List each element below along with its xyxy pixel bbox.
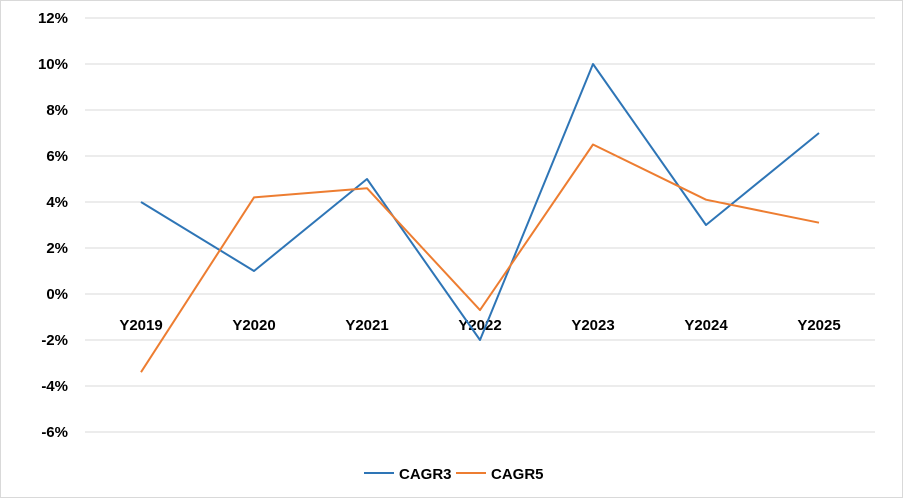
x-tick-label: Y2024: [684, 317, 728, 334]
y-tick-label: -6%: [41, 424, 68, 441]
legend-label-cagr5: CAGR5: [491, 466, 544, 483]
x-tick-label: Y2021: [345, 317, 388, 334]
x-tick-label: Y2020: [232, 317, 275, 334]
y-tick-label: 2%: [46, 240, 68, 257]
y-tick-label: 6%: [46, 148, 68, 165]
x-tick-label: Y2019: [119, 317, 162, 334]
y-tick-label: -2%: [41, 332, 68, 349]
y-axis-tick-labels: -6% -4% -2% 0% 2% 4% 6% 8% 10% 12%: [38, 10, 68, 441]
y-tick-label: 0%: [46, 286, 68, 303]
gridlines: [85, 18, 875, 432]
legend-label-cagr3: CAGR3: [399, 466, 452, 483]
x-tick-label: Y2025: [797, 317, 840, 334]
y-tick-label: 10%: [38, 56, 68, 73]
y-tick-label: 8%: [46, 102, 68, 119]
y-tick-label: 4%: [46, 194, 68, 211]
legend: CAGR3 CAGR5: [364, 466, 544, 483]
y-tick-label: 12%: [38, 10, 68, 27]
y-tick-label: -4%: [41, 378, 68, 395]
x-tick-label: Y2023: [571, 317, 614, 334]
